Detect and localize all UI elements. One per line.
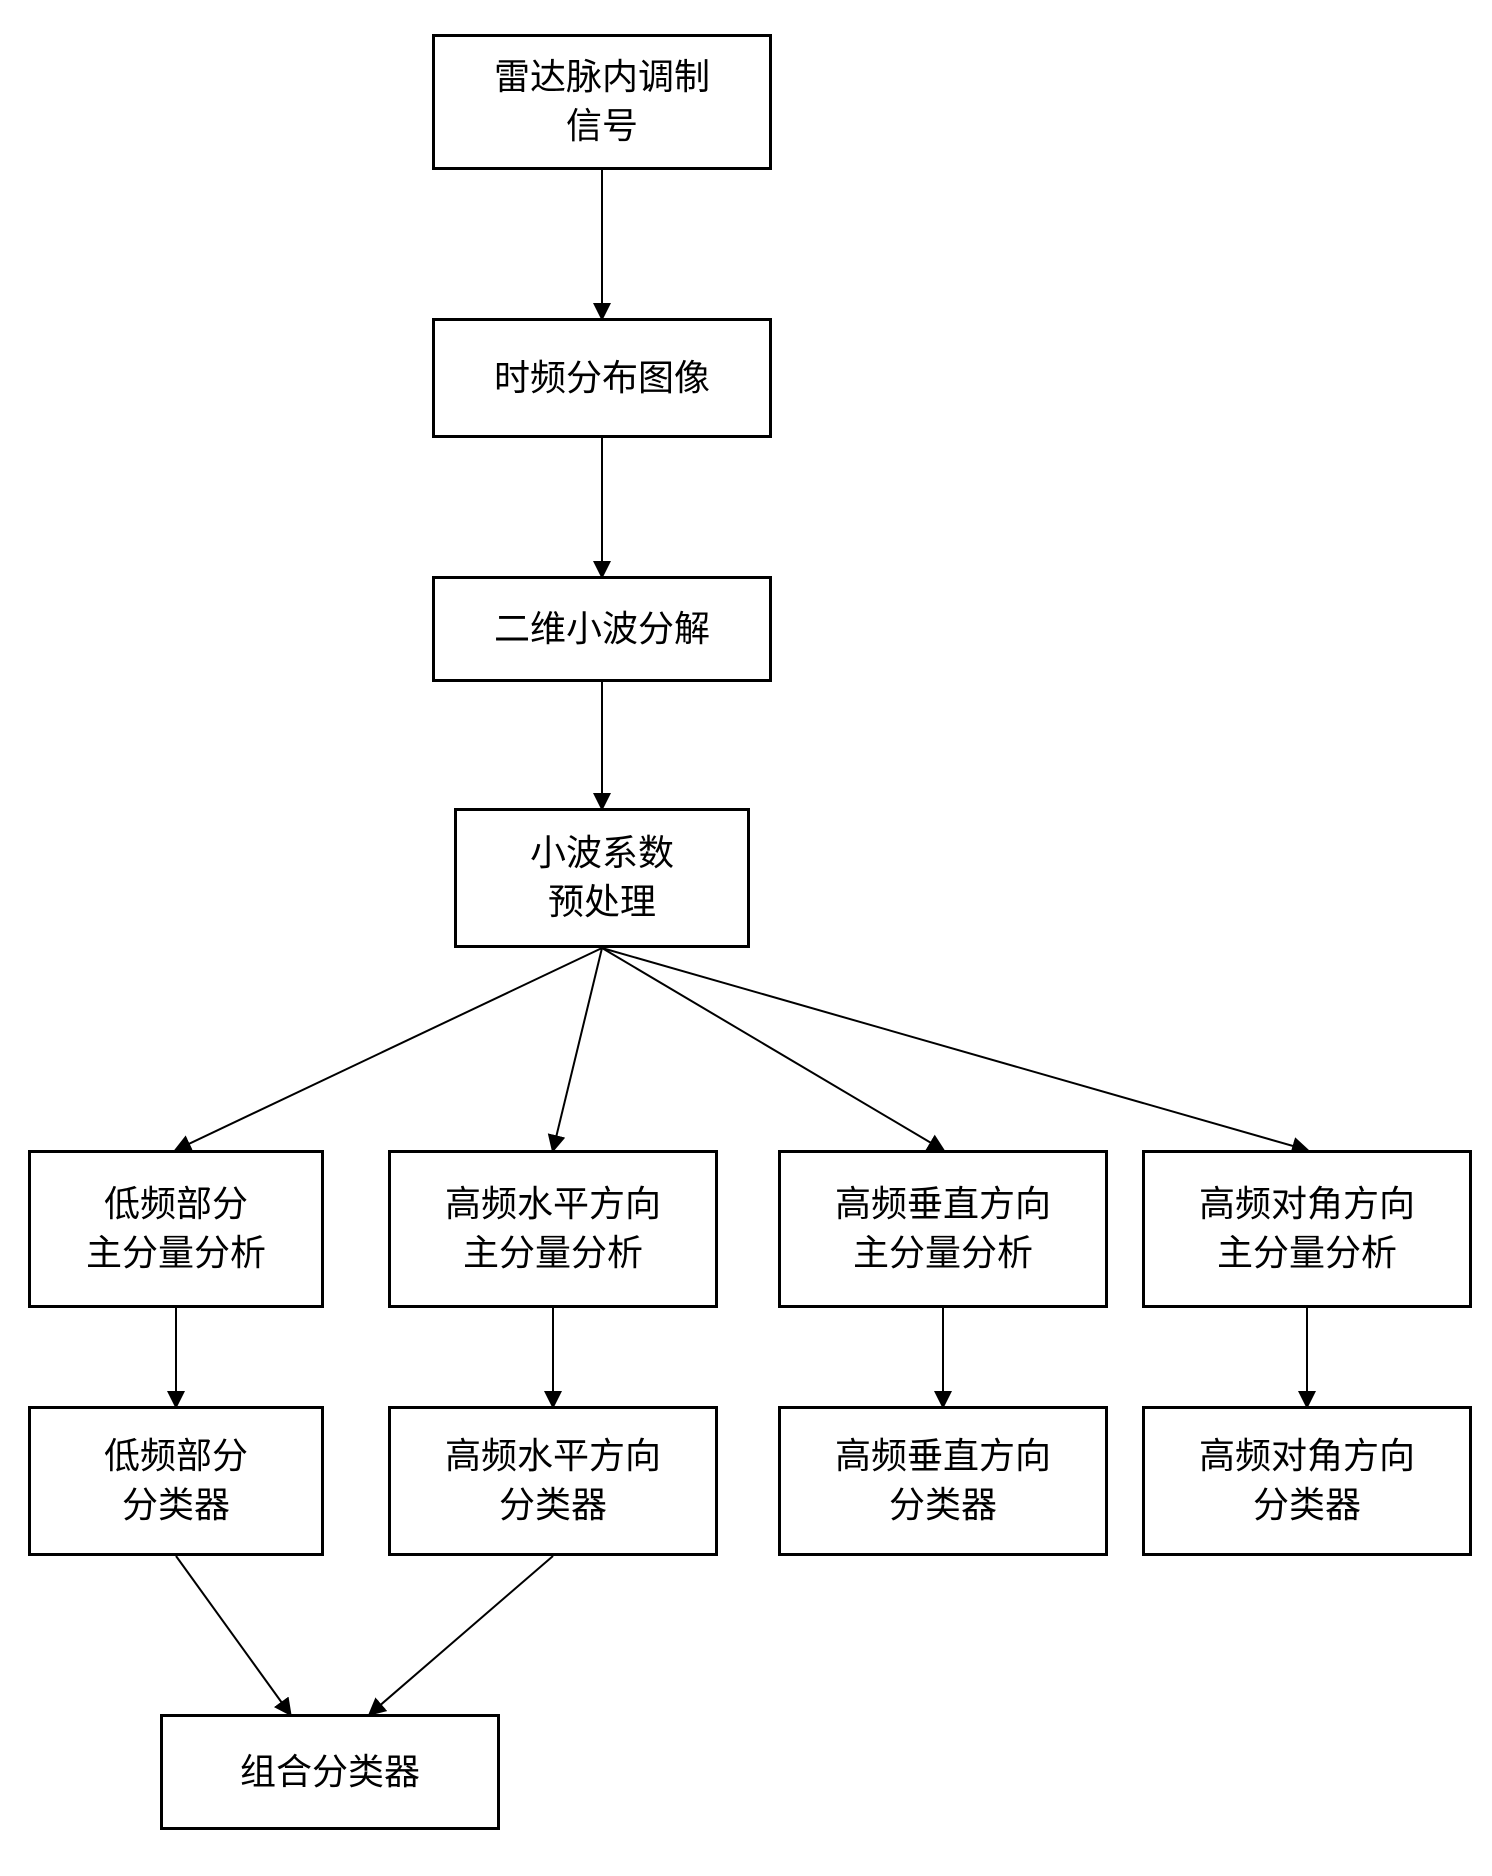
node-label: 高频垂直方向主分量分析 xyxy=(835,1180,1051,1277)
node-label: 时频分布图像 xyxy=(494,354,710,403)
node-time-freq-image: 时频分布图像 xyxy=(432,318,772,438)
node-hf-horizontal-pca: 高频水平方向主分量分析 xyxy=(388,1150,718,1308)
node-label: 高频水平方向分类器 xyxy=(445,1432,661,1529)
node-label: 高频对角方向主分量分析 xyxy=(1199,1180,1415,1277)
node-hf-vertical-classifier: 高频垂直方向分类器 xyxy=(778,1406,1108,1556)
node-label: 小波系数预处理 xyxy=(530,829,674,926)
node-hf-diagonal-pca: 高频对角方向主分量分析 xyxy=(1142,1150,1472,1308)
node-label: 二维小波分解 xyxy=(494,605,710,654)
node-combined-classifier: 组合分类器 xyxy=(160,1714,500,1830)
node-label: 高频对角方向分类器 xyxy=(1199,1432,1415,1529)
node-label: 雷达脉内调制信号 xyxy=(494,53,710,150)
node-2d-wavelet-decomp: 二维小波分解 xyxy=(432,576,772,682)
node-wavelet-coef-preprocess: 小波系数预处理 xyxy=(454,808,750,948)
node-hf-diagonal-classifier: 高频对角方向分类器 xyxy=(1142,1406,1472,1556)
node-label: 低频部分主分量分析 xyxy=(86,1180,266,1277)
node-radar-signal: 雷达脉内调制信号 xyxy=(432,34,772,170)
node-label: 组合分类器 xyxy=(240,1748,420,1797)
node-hf-horizontal-classifier: 高频水平方向分类器 xyxy=(388,1406,718,1556)
node-hf-vertical-pca: 高频垂直方向主分量分析 xyxy=(778,1150,1108,1308)
node-label: 高频水平方向主分量分析 xyxy=(445,1180,661,1277)
node-label: 高频垂直方向分类器 xyxy=(835,1432,1051,1529)
node-lowfreq-classifier: 低频部分分类器 xyxy=(28,1406,324,1556)
node-lowfreq-pca: 低频部分主分量分析 xyxy=(28,1150,324,1308)
node-label: 低频部分分类器 xyxy=(104,1432,248,1529)
